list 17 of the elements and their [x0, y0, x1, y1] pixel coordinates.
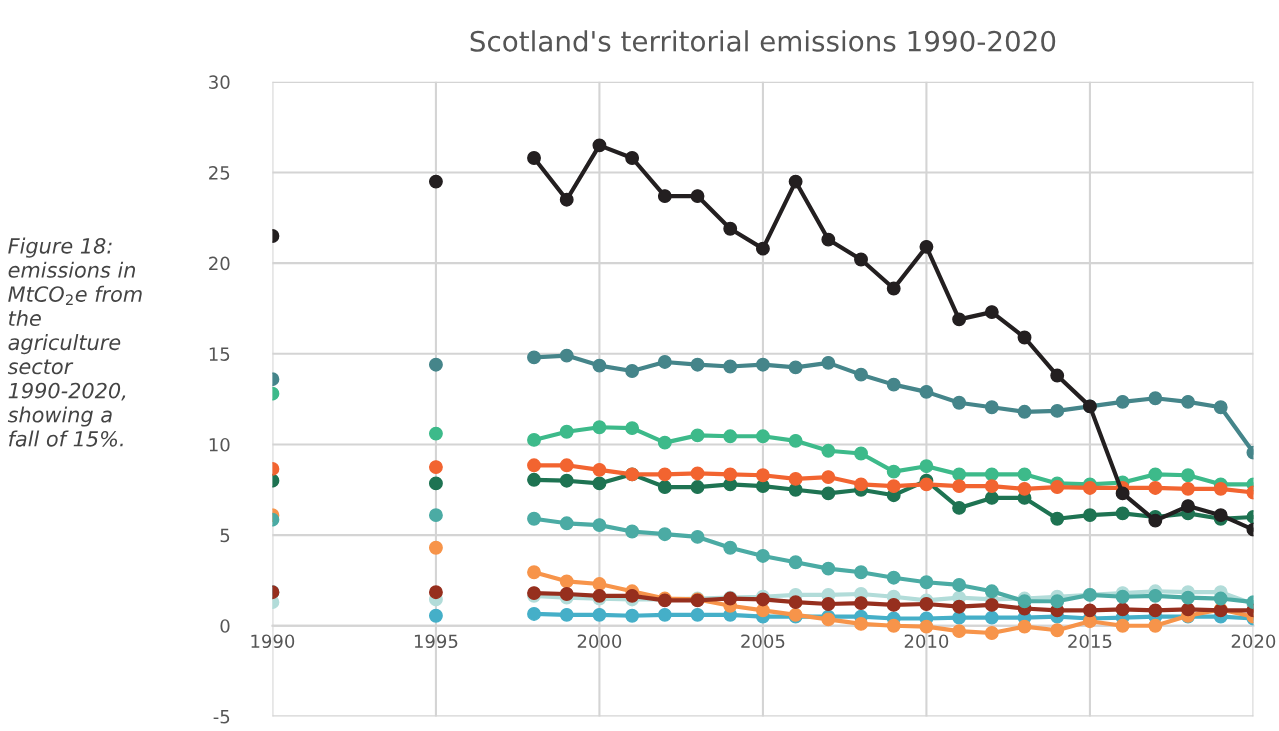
y-tick-label: 10 — [209, 437, 230, 452]
y-tick-label: 5 — [220, 528, 230, 543]
x-tick-label: 1990 — [251, 634, 295, 649]
x-tick-label: 2010 — [904, 634, 949, 649]
y-tick-label: 0 — [220, 619, 230, 633]
chart-title: Scotland's territorial emissions 1990-2020 — [470, 30, 1056, 52]
x-tick-label: 2020 — [1231, 634, 1276, 649]
x-tick-label: 1995 — [414, 634, 458, 649]
y-tick-label: 25 — [209, 165, 230, 180]
x-tick-label: 2005 — [741, 634, 785, 649]
y-tick-label: 20 — [209, 256, 230, 271]
y-tick-label: -5 — [213, 710, 230, 724]
x-tick-label: 2000 — [577, 634, 622, 649]
x-tick-label: 2015 — [1068, 634, 1112, 649]
text: Figure 18: emissions in MtCO$_{2}$e from the agriculture sector 1990-2020, showing a fall of 15%. — [7, 237, 142, 447]
y-tick-label: 30 — [209, 75, 230, 89]
y-tick-label: 15 — [209, 347, 230, 361]
